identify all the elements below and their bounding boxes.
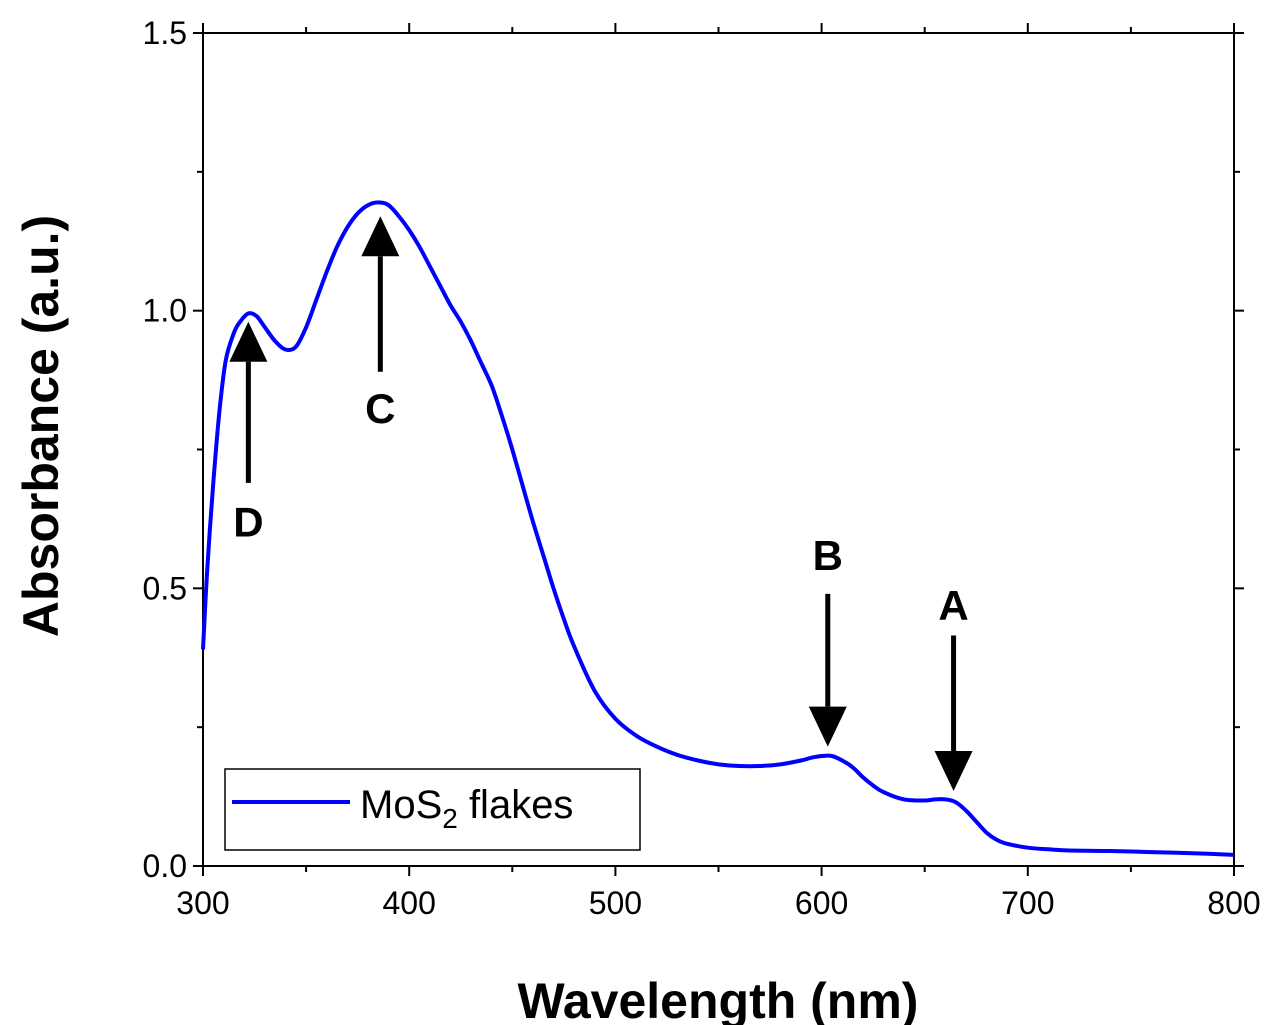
- annotation-label: C: [365, 385, 395, 432]
- arrow-head: [361, 216, 400, 257]
- legend-box: [224, 768, 641, 851]
- annotation-d: D: [229, 321, 268, 546]
- x-tick-label: 700: [1001, 885, 1054, 921]
- plot-frame: [202, 32, 1235, 867]
- arrow-head: [229, 321, 268, 362]
- legend-label: MoS2 flakes: [360, 783, 573, 834]
- x-axis-title: Wavelength (nm): [518, 973, 919, 1025]
- y-axis-title: Absorbance (a.u.): [13, 215, 69, 637]
- series-layer: [201, 200, 1235, 857]
- y-tick-label: 0.5: [143, 570, 187, 606]
- x-tick-label: 600: [795, 885, 848, 921]
- annotation-label: B: [813, 532, 843, 579]
- arrow-head: [934, 751, 973, 792]
- annotation-a: A: [934, 582, 973, 792]
- y-tick-label: 0.0: [143, 848, 187, 884]
- legend: MoS2 flakes: [224, 768, 641, 851]
- x-tick-label: 500: [589, 885, 642, 921]
- x-tick-label: 400: [383, 885, 436, 921]
- axes: 300 400 500 600 700 800 0.0 0.5 1.0 1.5: [143, 15, 1261, 921]
- x-tick-label: 300: [176, 885, 229, 921]
- annotation-label: D: [233, 499, 263, 546]
- y-tick-label: 1.5: [143, 15, 187, 51]
- annotations: D C B A: [229, 216, 973, 792]
- arrow-head: [808, 706, 847, 747]
- annotation-b: B: [808, 532, 847, 747]
- annotation-c: C: [361, 216, 400, 432]
- x-tick-label: 800: [1207, 885, 1260, 921]
- y-tick-label: 1.0: [143, 293, 187, 329]
- annotation-label: A: [938, 582, 968, 629]
- series-line-mos2: [201, 200, 1235, 857]
